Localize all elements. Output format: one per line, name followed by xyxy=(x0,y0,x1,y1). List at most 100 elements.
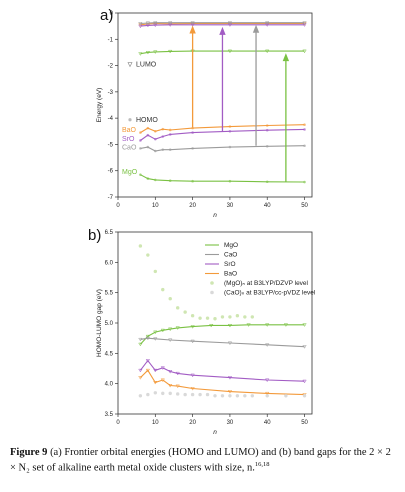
reference-point xyxy=(175,392,180,396)
legend-entry: (CaO)ₙ at B3LYP/cc-pVDZ level xyxy=(224,290,316,297)
data-point xyxy=(153,50,158,54)
series-line-MgO xyxy=(140,174,305,183)
data-point xyxy=(190,339,195,344)
series-line-CaO xyxy=(140,337,305,348)
reference-point xyxy=(250,394,255,398)
y-tick-label: 5.0 xyxy=(105,321,114,327)
data-point xyxy=(175,384,180,389)
x-tick-label: 20 xyxy=(189,203,196,209)
data-point xyxy=(168,21,173,25)
data-point xyxy=(265,124,269,127)
data-point xyxy=(265,180,269,184)
y-tick-label: -6 xyxy=(108,169,114,175)
x-tick-label: 50 xyxy=(301,203,308,209)
y-tick-label: -7 xyxy=(108,195,114,201)
reference-point xyxy=(213,317,217,321)
data-point xyxy=(190,387,195,391)
y-tick-label: -1 xyxy=(108,37,114,43)
x-tick-label: 0 xyxy=(116,203,120,209)
legend-entry: SrO xyxy=(224,261,236,268)
data-point xyxy=(190,325,195,329)
data-point xyxy=(190,373,195,378)
data-point xyxy=(228,179,232,183)
data-point xyxy=(265,128,269,132)
data-point xyxy=(145,334,150,339)
y-tick-label: 5.5 xyxy=(105,291,114,297)
legend-swatch-dot xyxy=(210,281,214,285)
reference-point xyxy=(243,394,247,398)
x-tick-label: 40 xyxy=(264,420,271,426)
data-point xyxy=(302,49,307,54)
data-point xyxy=(265,391,270,396)
y-axis-label: HOMO-LUMO gap (eV) xyxy=(96,289,103,357)
y-tick-label: -5 xyxy=(108,142,114,148)
data-point xyxy=(138,376,143,380)
series-line-SrO xyxy=(139,359,305,382)
data-point xyxy=(138,22,143,26)
caption-label: Figure 9 xyxy=(10,447,48,458)
data-point xyxy=(168,49,173,54)
gap-arrowhead-MgO xyxy=(282,53,290,62)
x-tick-label: 30 xyxy=(227,420,234,426)
homo-marker-icon xyxy=(128,118,132,122)
data-point xyxy=(175,371,180,376)
data-point xyxy=(303,144,306,148)
reference-point xyxy=(190,392,195,397)
data-point xyxy=(209,323,214,328)
data-point xyxy=(227,390,233,394)
legend-entry: BaO xyxy=(224,271,237,278)
data-point xyxy=(139,147,142,150)
data-point xyxy=(303,123,306,127)
data-point xyxy=(191,147,194,150)
label-MgO: MgO xyxy=(122,169,138,176)
x-tick-label: 50 xyxy=(301,420,308,426)
data-point xyxy=(302,345,307,349)
series-line-BaO xyxy=(140,369,305,396)
plot-frame xyxy=(117,231,313,415)
data-point xyxy=(191,126,194,130)
data-point xyxy=(168,338,173,343)
data-point xyxy=(139,173,142,176)
x-axis-label: n xyxy=(213,212,217,219)
data-point xyxy=(175,326,180,330)
legend-entry: (MgO)ₙ at B3LYP/DZVP level xyxy=(224,280,309,287)
data-point xyxy=(153,381,158,385)
data-point xyxy=(265,343,270,347)
reference-point xyxy=(153,391,158,395)
data-point xyxy=(191,179,194,183)
label-CaO: CaO xyxy=(122,145,137,152)
reference-point xyxy=(190,314,195,318)
legend-entry: CaO xyxy=(224,252,237,259)
y-tick-label: 6.0 xyxy=(105,260,114,266)
reference-point xyxy=(153,269,158,274)
caption-refs: 16,18 xyxy=(254,461,270,468)
lumo-annotation: LUMO xyxy=(136,62,157,69)
reference-point xyxy=(161,287,165,292)
figure: a) b) 0 10 20 30 40 50 0 -1 -2 -3 -4 -5 -6 -7 n Energy … xyxy=(88,7,316,436)
data-point xyxy=(168,148,172,151)
data-point xyxy=(153,21,158,25)
data-point xyxy=(191,131,194,134)
data-point xyxy=(160,366,165,370)
data-point xyxy=(265,23,270,27)
data-point xyxy=(190,23,195,27)
data-point xyxy=(154,129,157,133)
data-point xyxy=(168,370,173,374)
reference-point xyxy=(235,314,240,318)
data-point xyxy=(138,337,143,342)
data-point xyxy=(145,368,150,373)
data-point xyxy=(227,341,233,346)
reference-point xyxy=(228,394,232,398)
y-tick-label: 4.5 xyxy=(105,351,114,357)
data-point xyxy=(227,49,233,54)
data-point xyxy=(154,137,157,141)
data-point xyxy=(139,131,142,134)
reference-point xyxy=(250,315,255,319)
data-point xyxy=(265,144,269,148)
data-point xyxy=(145,50,150,55)
x-tick-label: 0 xyxy=(116,420,120,426)
reference-point xyxy=(198,316,202,320)
reference-point xyxy=(302,394,307,398)
homo-annotation: HOMO xyxy=(136,117,158,124)
data-point xyxy=(168,327,173,332)
